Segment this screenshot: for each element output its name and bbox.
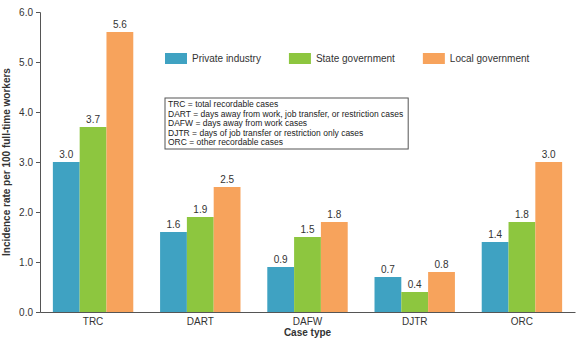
chart: 3.0 1.6 0.9 0.7 1.4 3.7 1.9 1.5 0.4 1.8 5.6 2.5 1.8 0… (0, 0, 580, 341)
annotation-box: TRC = total recordable casesDART = days … (165, 98, 408, 149)
y-tick-label: 0.0 (19, 307, 33, 318)
x-axis-line (41, 312, 576, 313)
bar (53, 162, 80, 312)
y-tick-label: 5.0 (19, 57, 33, 68)
y-tick: 5.0 (19, 57, 40, 68)
data-labels: 3.0 1.6 0.9 0.7 1.4 3.7 1.9 1.5 0.4 1.8 5.6 2.5 1.8 0… (59, 19, 556, 290)
data-label: 1.8 (327, 209, 341, 220)
data-label: 1.5 (301, 224, 315, 235)
bar (321, 222, 348, 312)
annotation: TRC = total recordable cases (168, 99, 278, 109)
bar (294, 237, 321, 312)
y-tick-label: 6.0 (19, 7, 33, 18)
data-label: 1.8 (515, 209, 529, 220)
data-label: 5.6 (113, 19, 127, 30)
legend-label: State government (316, 53, 395, 64)
data-label: 3.0 (542, 149, 556, 160)
legend-label: Local government (450, 53, 530, 64)
x-axis: TRC DART DAFW DJTR ORC (41, 312, 576, 327)
bar (214, 187, 241, 312)
y-axis: 0.0 1.0 2.0 3.0 4.0 5.0 6.0 (19, 7, 40, 318)
data-label: 3.7 (86, 114, 100, 125)
x-tick-label: DJTR (402, 316, 428, 327)
x-tick: DJTR (402, 312, 428, 327)
x-tick: DAFW (293, 312, 323, 327)
y-tick-mark (36, 12, 40, 13)
y-tick-mark (36, 312, 40, 313)
data-label: 1.4 (488, 229, 502, 240)
bar (428, 272, 455, 312)
y-tick-label: 4.0 (19, 107, 33, 118)
bars (53, 32, 562, 312)
bar (80, 127, 107, 312)
data-label: 1.6 (167, 219, 181, 230)
bar (267, 267, 294, 312)
data-label: 0.4 (408, 279, 422, 290)
x-axis-title: Case type (284, 327, 332, 338)
y-tick: 2.0 (19, 207, 40, 218)
y-tick-label: 3.0 (19, 157, 33, 168)
y-tick: 0.0 (19, 307, 40, 318)
y-tick-label: 2.0 (19, 207, 33, 218)
y-tick-mark (36, 262, 40, 263)
annotation-frame (165, 98, 408, 149)
bar (482, 242, 509, 312)
x-tick: ORC (511, 312, 533, 327)
x-tick-label: DART (187, 316, 214, 327)
bar (375, 277, 402, 312)
y-tick-mark (36, 62, 40, 63)
x-tick: DART (187, 312, 214, 327)
annotation: ORC = other recordable cases (168, 137, 283, 147)
bar (509, 222, 536, 312)
bar (106, 32, 133, 312)
y-axis-line (36, 13, 41, 313)
annotation: DART = days away from work, job transfer… (168, 109, 403, 119)
y-axis-title: Incidence rate per 100 full-time workers (1, 68, 12, 256)
x-tick-label: ORC (511, 316, 533, 327)
y-tick-mark (36, 212, 40, 213)
bar (401, 292, 428, 312)
x-tick: TRC (83, 312, 104, 327)
legend-swatch (289, 53, 311, 64)
legend: Private industry State government Local go… (165, 53, 530, 64)
annotation: DJTR = days of job transfer or restricti… (168, 128, 363, 138)
x-tick-label: DAFW (293, 316, 323, 327)
y-tick-label: 1.0 (19, 257, 33, 268)
y-tick-mark (36, 112, 40, 113)
y-tick: 4.0 (19, 107, 40, 118)
data-label: 0.7 (381, 264, 395, 275)
data-label: 2.5 (220, 174, 234, 185)
data-label: 3.0 (59, 149, 73, 160)
y-tick: 6.0 (19, 7, 40, 18)
data-label: 0.9 (274, 254, 288, 265)
bar (187, 217, 214, 312)
y-tick-mark (36, 162, 40, 163)
legend-swatch (165, 53, 187, 64)
y-tick: 1.0 (19, 257, 40, 268)
data-label: 0.8 (435, 259, 449, 270)
legend-swatch (423, 53, 445, 64)
legend-label: Private industry (192, 53, 261, 64)
x-tick-label: TRC (83, 316, 104, 327)
data-label: 1.9 (193, 204, 207, 215)
y-tick: 3.0 (19, 157, 40, 168)
bar (160, 232, 187, 312)
bar (535, 162, 562, 312)
annotation: DAFW = days away from work cases (168, 118, 307, 128)
